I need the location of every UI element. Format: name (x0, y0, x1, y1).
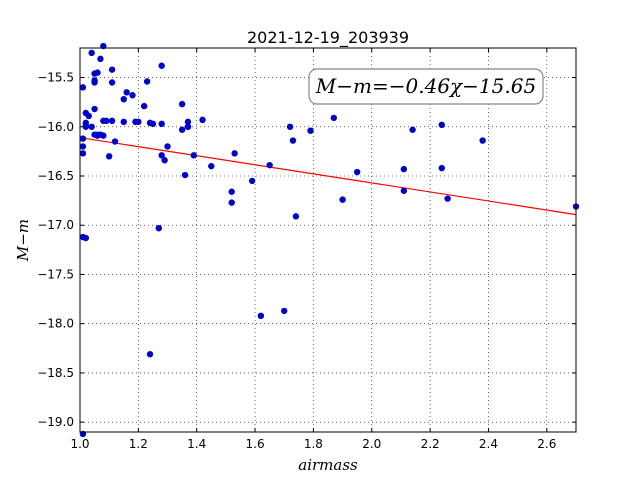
y-tick-label: −17.5 (37, 267, 74, 281)
x-tick-label: 1.4 (187, 437, 206, 451)
data-point (143, 78, 151, 85)
data-point (257, 312, 265, 320)
data-point (155, 224, 162, 232)
data-point (164, 143, 171, 150)
y-tick-label: −18.5 (37, 366, 74, 380)
x-tick-label: 1.8 (304, 437, 323, 451)
data-point (190, 152, 197, 159)
x-tick-label: 2.4 (479, 437, 498, 451)
data-point (120, 118, 127, 126)
data-point (438, 121, 445, 128)
data-point (103, 117, 110, 125)
data-point (184, 123, 192, 130)
x-tick-label: 2.0 (362, 437, 381, 451)
grid (79, 48, 576, 432)
data-point (479, 137, 486, 144)
y-tick-label: −17.0 (37, 218, 74, 232)
data-points (79, 42, 580, 438)
data-point (123, 89, 130, 96)
y-tick-label: −16.5 (37, 169, 74, 183)
y-tick-label: −19.0 (37, 415, 74, 429)
data-point (208, 162, 215, 170)
y-tick-label: −18.0 (37, 317, 74, 331)
data-point (353, 168, 361, 176)
y-axis-label: M−m (14, 219, 32, 262)
x-tick-label: 1.2 (129, 437, 148, 451)
plot-frame (79, 47, 577, 433)
data-point (149, 120, 157, 128)
data-point (181, 171, 189, 179)
data-point (135, 118, 142, 126)
data-point (178, 100, 186, 108)
data-point (108, 79, 116, 86)
data-point (158, 152, 165, 159)
data-point (289, 137, 297, 144)
data-point (146, 351, 154, 358)
data-point (199, 116, 206, 124)
fit-line (82, 137, 577, 216)
data-point (228, 199, 235, 206)
data-point (400, 187, 408, 194)
data-point (281, 307, 288, 315)
y-tick-label: −16.0 (37, 120, 74, 134)
data-point (85, 112, 92, 120)
data-point (231, 150, 238, 157)
data-point (79, 143, 87, 150)
data-point (82, 123, 90, 130)
data-point (108, 66, 116, 73)
fit-line-group (82, 137, 577, 216)
data-point (330, 114, 338, 122)
data-point (266, 161, 273, 169)
data-point (94, 69, 101, 76)
data-point (248, 177, 256, 185)
data-point (444, 195, 451, 202)
data-point (438, 164, 445, 172)
data-point (91, 79, 98, 86)
y-tick-label: −15.5 (37, 71, 74, 85)
data-point (88, 123, 95, 130)
data-point (79, 150, 87, 157)
data-point (108, 117, 116, 125)
data-point (158, 120, 165, 128)
data-point (178, 126, 186, 133)
data-point (79, 135, 87, 142)
x-tick-label: 1.6 (246, 437, 265, 451)
data-point (158, 62, 165, 69)
data-point (120, 96, 127, 103)
data-point (105, 153, 113, 160)
data-point (286, 123, 294, 130)
data-point (82, 234, 90, 242)
data-point (184, 118, 192, 126)
data-point (140, 102, 148, 110)
x-tick-label: 1.0 (70, 437, 89, 451)
data-point (292, 213, 300, 220)
x-tick-label: 2.2 (421, 437, 440, 451)
data-point (88, 49, 95, 57)
data-point (91, 105, 98, 113)
data-point (100, 132, 107, 139)
data-point (400, 165, 408, 173)
data-point (307, 127, 314, 134)
x-tick-label: 2.6 (537, 437, 556, 451)
data-point (409, 126, 416, 133)
data-point (129, 92, 136, 99)
x-axis-label: airmass (298, 456, 358, 474)
data-point (111, 138, 119, 145)
axis-ticks: 1.0 1.2 1.4 1.6 1.8 2.0 2.2 2.4 2.6 −15.5 −16.0 −16… (37, 48, 576, 451)
data-point (161, 157, 168, 164)
data-point (228, 188, 235, 195)
data-point (339, 196, 346, 203)
fit-annotation-box: M−m=−0.46χ−15.65 (308, 68, 544, 105)
fit-annotation-text: M−m=−0.46χ−15.65 (315, 74, 536, 98)
data-point (97, 55, 104, 63)
chart-title: 2021-12-19_203939 (247, 28, 409, 48)
data-point (79, 84, 87, 91)
